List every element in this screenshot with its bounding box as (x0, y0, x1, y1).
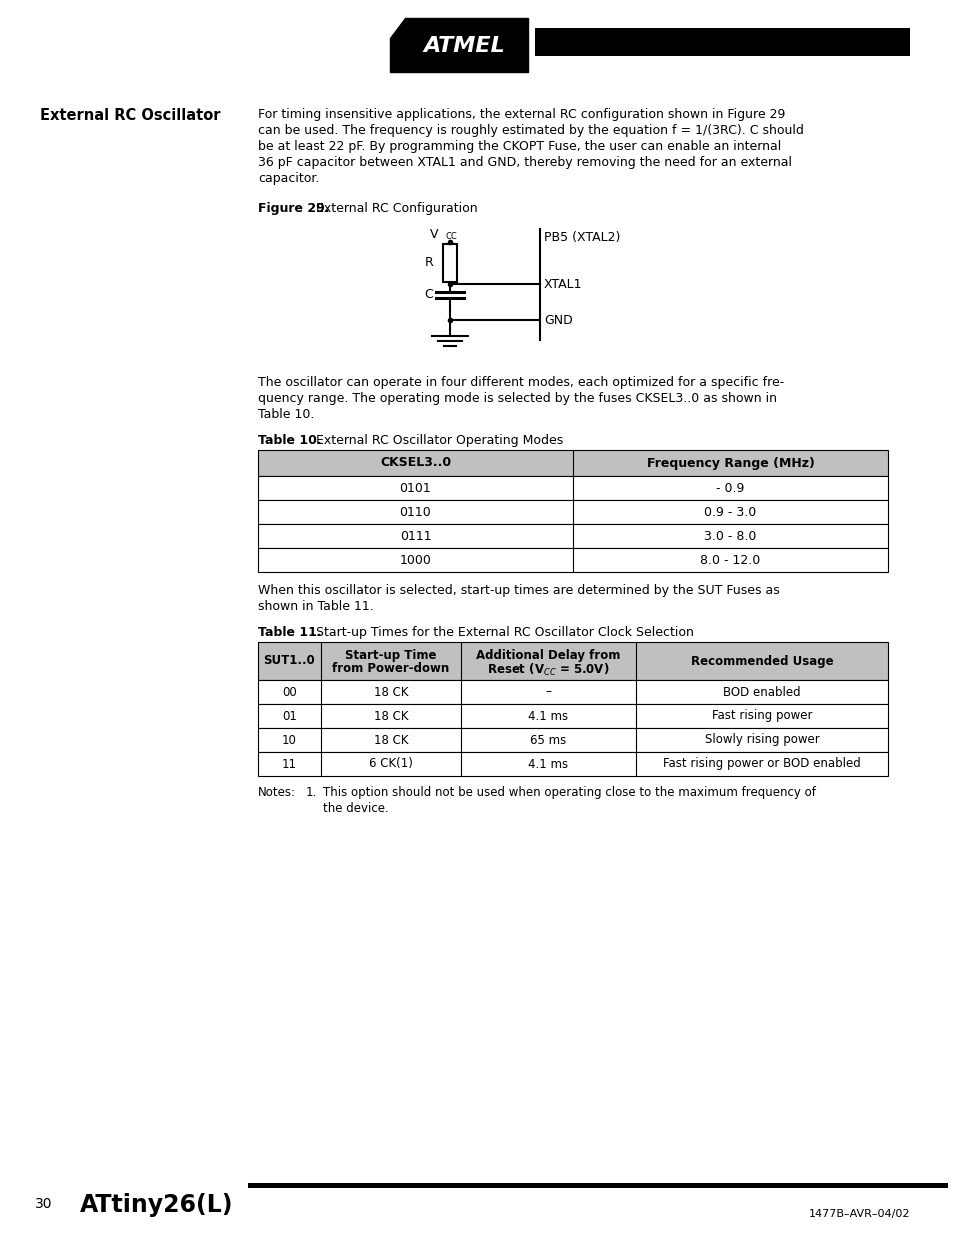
Text: from Power-down: from Power-down (332, 662, 449, 676)
Bar (257, 475, 887, 500)
Text: Frequency Range (MHz): Frequency Range (MHz) (646, 457, 814, 469)
Text: R: R (424, 257, 434, 269)
Bar (257, 680, 887, 704)
Text: External RC Configuration: External RC Configuration (308, 203, 477, 215)
Text: can be used. The frequency is roughly estimated by the equation f = 1/(3RC). C s: can be used. The frequency is roughly es… (257, 124, 803, 137)
Polygon shape (390, 19, 527, 72)
Text: 3.0 - 8.0: 3.0 - 8.0 (703, 530, 756, 542)
Text: the device.: the device. (323, 802, 388, 815)
Bar (257, 752, 887, 776)
Text: Table 10.: Table 10. (257, 433, 321, 447)
Text: C: C (423, 289, 433, 301)
Text: - 0.9: - 0.9 (716, 482, 744, 494)
Text: 11: 11 (282, 757, 296, 771)
Text: 18 CK: 18 CK (374, 709, 408, 722)
Text: 0111: 0111 (399, 530, 431, 542)
Text: Additional Delay from: Additional Delay from (476, 650, 620, 662)
Text: ATtiny26(L): ATtiny26(L) (80, 1193, 233, 1216)
Bar (248, 1183, 947, 1188)
Text: 4.1 ms: 4.1 ms (528, 709, 568, 722)
Text: 30: 30 (35, 1197, 52, 1212)
Text: Fast rising power: Fast rising power (711, 709, 811, 722)
Text: 01: 01 (282, 709, 296, 722)
Text: Table 11.: Table 11. (257, 626, 321, 638)
Text: 0110: 0110 (399, 505, 431, 519)
Text: 1477B–AVR–04/02: 1477B–AVR–04/02 (807, 1209, 909, 1219)
Text: GND: GND (543, 314, 572, 326)
Text: CC: CC (446, 232, 457, 241)
Text: Figure 29.: Figure 29. (257, 203, 329, 215)
Text: When this oscillator is selected, start-up times are determined by the SUT Fuses: When this oscillator is selected, start-… (257, 584, 779, 597)
Text: PB5 (XTAL2): PB5 (XTAL2) (543, 231, 619, 245)
Text: 4.1 ms: 4.1 ms (528, 757, 568, 771)
Text: Fast rising power or BOD enabled: Fast rising power or BOD enabled (662, 757, 860, 771)
Bar (257, 524, 887, 548)
Text: 0101: 0101 (399, 482, 431, 494)
Text: 65 ms: 65 ms (530, 734, 566, 746)
Text: Reset (V$_{CC}$ = 5.0V): Reset (V$_{CC}$ = 5.0V) (487, 662, 609, 678)
Text: shown in Table 11.: shown in Table 11. (257, 600, 374, 613)
Text: ATMEL: ATMEL (423, 36, 504, 56)
Text: 36 pF capacitor between XTAL1 and GND, thereby removing the need for an external: 36 pF capacitor between XTAL1 and GND, t… (257, 156, 791, 169)
Text: Start-up Times for the External RC Oscillator Clock Selection: Start-up Times for the External RC Oscil… (308, 626, 693, 638)
Text: The oscillator can operate in four different modes, each optimized for a specifi: The oscillator can operate in four diffe… (257, 375, 783, 389)
Text: Table 10.: Table 10. (257, 408, 314, 421)
Bar (257, 727, 887, 752)
Text: XTAL1: XTAL1 (543, 278, 582, 290)
Bar (257, 450, 887, 475)
Text: 0.9 - 3.0: 0.9 - 3.0 (703, 505, 756, 519)
Bar (257, 704, 887, 727)
Text: BOD enabled: BOD enabled (722, 685, 800, 699)
Text: For timing insensitive applications, the external RC configuration shown in Figu: For timing insensitive applications, the… (257, 107, 784, 121)
Bar (257, 548, 887, 572)
Text: Notes:: Notes: (257, 785, 295, 799)
Text: External RC Oscillator Operating Modes: External RC Oscillator Operating Modes (308, 433, 562, 447)
Bar (257, 642, 887, 680)
Text: –: – (545, 685, 551, 699)
Text: CKSEL3..0: CKSEL3..0 (379, 457, 451, 469)
Text: SUT1..0: SUT1..0 (263, 655, 315, 667)
Text: This option should not be used when operating close to the maximum frequency of: This option should not be used when oper… (323, 785, 815, 799)
Bar (442, 245, 456, 282)
Text: 18 CK: 18 CK (374, 734, 408, 746)
Text: V: V (429, 228, 437, 241)
Text: 8.0 - 12.0: 8.0 - 12.0 (700, 553, 760, 567)
Text: Start-up Time: Start-up Time (345, 650, 436, 662)
Bar (257, 500, 887, 524)
Text: be at least 22 pF. By programming the CKOPT Fuse, the user can enable an interna: be at least 22 pF. By programming the CK… (257, 140, 781, 153)
Bar (535, 28, 909, 56)
Text: 1.: 1. (306, 785, 317, 799)
Text: capacitor.: capacitor. (257, 172, 319, 185)
Text: Slowly rising power: Slowly rising power (704, 734, 819, 746)
Text: quency range. The operating mode is selected by the fuses CKSEL3..0 as shown in: quency range. The operating mode is sele… (257, 391, 776, 405)
Text: External RC Oscillator: External RC Oscillator (40, 107, 220, 124)
Text: 18 CK: 18 CK (374, 685, 408, 699)
Text: 1000: 1000 (399, 553, 431, 567)
Text: 10: 10 (282, 734, 296, 746)
Text: 00: 00 (282, 685, 296, 699)
Text: 6 CK(1): 6 CK(1) (369, 757, 413, 771)
Text: ®: ® (516, 63, 523, 69)
Text: Recommended Usage: Recommended Usage (690, 655, 832, 667)
